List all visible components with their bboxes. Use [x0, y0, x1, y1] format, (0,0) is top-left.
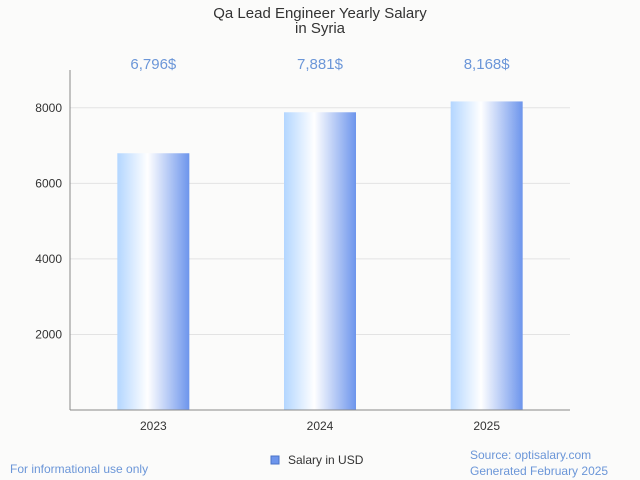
value-labels: 6,796$ 7,881$ 8,168$ — [130, 56, 510, 73]
bar-2025 — [450, 101, 523, 410]
source-text: Source: optisalary.com — [470, 448, 592, 462]
legend-swatch — [270, 455, 280, 465]
y-tick-label: 2000 — [35, 327, 62, 341]
x-tick-label: 2025 — [473, 419, 500, 433]
x-tick-labels: 2023 2024 2025 — [140, 419, 500, 433]
y-tick-label: 6000 — [35, 176, 62, 190]
bar-2024 — [284, 112, 356, 411]
y-tick-label: 4000 — [35, 252, 62, 266]
value-label: 7,881$ — [297, 56, 344, 73]
disclaimer-text: For informational use only — [10, 462, 149, 476]
generated-text: Generated February 2025 — [470, 464, 609, 478]
chart-title-line-2: in Syria — [295, 20, 346, 37]
x-tick-label: 2023 — [140, 419, 167, 433]
axes — [69, 70, 570, 411]
y-tick-labels: 2000 4000 6000 8000 — [35, 101, 62, 342]
bars — [117, 101, 523, 411]
bar-2023 — [117, 153, 190, 411]
legend-label: Salary in USD — [288, 453, 364, 467]
legend: Salary in USD — [270, 453, 364, 467]
y-tick-label: 8000 — [35, 101, 62, 115]
x-tick-label: 2024 — [307, 419, 334, 433]
chart-title: Qa Lead Engineer Yearly Salary in Syria — [213, 5, 427, 37]
value-label: 8,168$ — [464, 56, 511, 73]
value-label: 6,796$ — [130, 56, 177, 73]
chart-title-line-1: Qa Lead Engineer Yearly Salary — [213, 5, 427, 22]
source-info: Source: optisalary.com Generated Februar… — [470, 447, 608, 479]
